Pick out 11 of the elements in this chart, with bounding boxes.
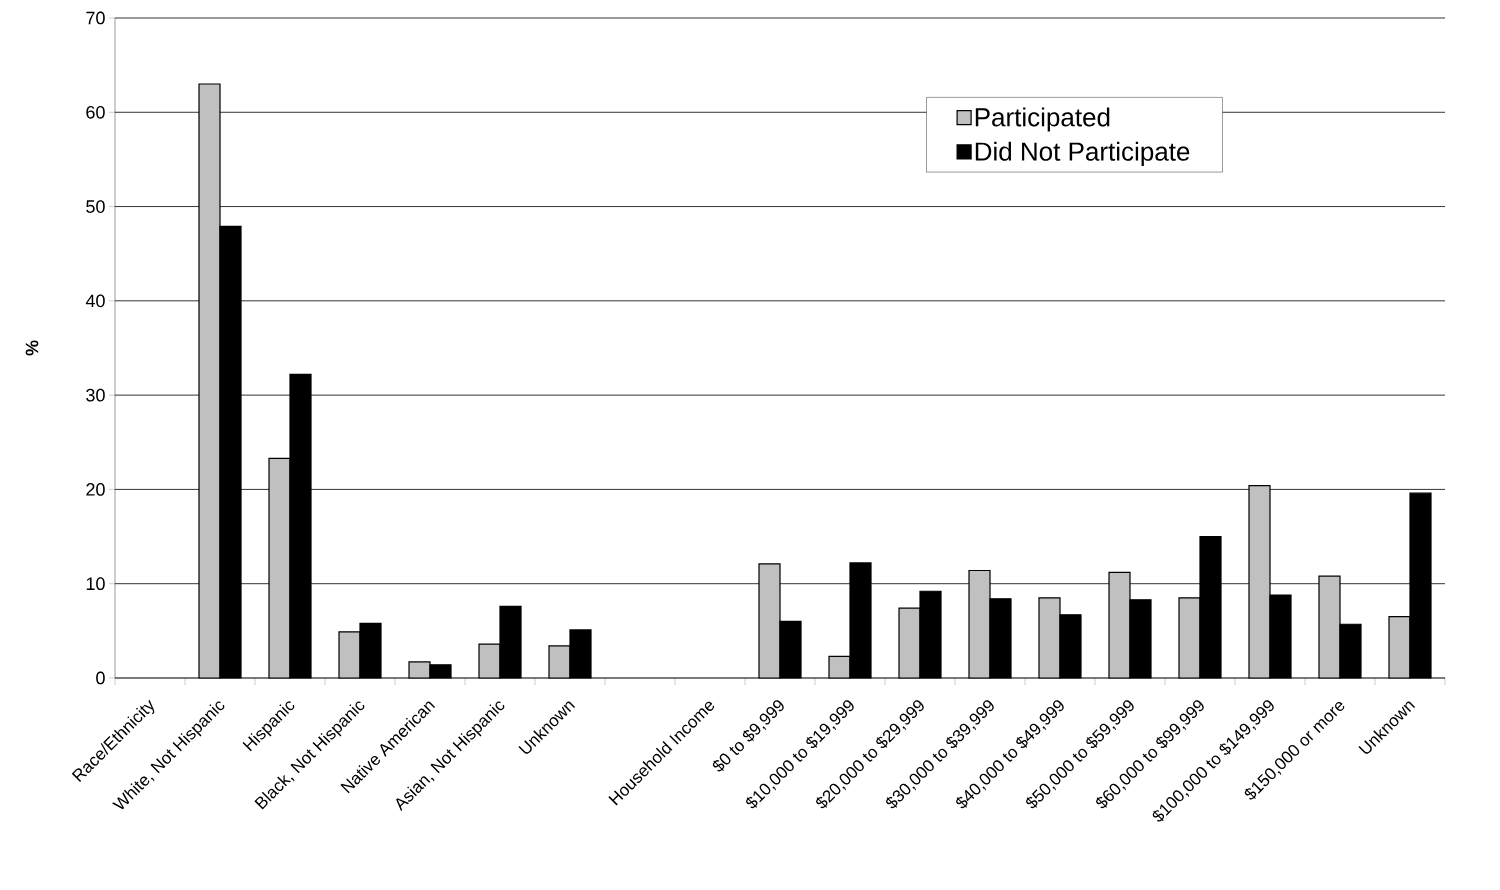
legend-label: Did Not Participate xyxy=(975,141,1190,166)
y-tick-label: 30 xyxy=(86,388,105,402)
y-tick-label: 60 xyxy=(86,105,105,119)
y-tick-label: 0 xyxy=(96,671,105,685)
y-tick-label: 50 xyxy=(86,200,105,213)
y-tick-label: 70 xyxy=(86,11,105,25)
y-tick-label: 40 xyxy=(85,294,105,308)
y-tick-label: 20 xyxy=(86,483,105,496)
y-tick-label: 10 xyxy=(86,577,105,591)
y-axis-title: % xyxy=(25,340,39,356)
legend-label: Participated xyxy=(975,107,1110,132)
